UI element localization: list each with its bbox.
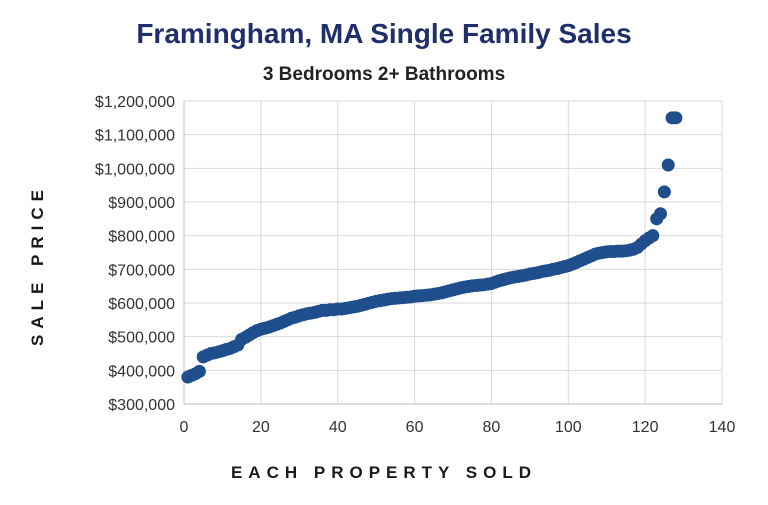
x-tick-label: 40 bbox=[329, 419, 347, 436]
x-tick-label: 0 bbox=[180, 419, 189, 436]
y-tick-label: $300,000 bbox=[108, 397, 175, 414]
y-tick-label: $900,000 bbox=[108, 195, 175, 212]
x-axis-label: EACH PROPERTY SOLD bbox=[230, 463, 538, 482]
y-tick-label: $500,000 bbox=[108, 330, 175, 347]
data-point bbox=[654, 207, 668, 221]
y-tick-labels: $300,000 $400,000 $500,000 $600,000 $700,000… bbox=[95, 94, 175, 414]
data-points bbox=[181, 111, 683, 384]
y-tick-label: $700,000 bbox=[108, 262, 175, 279]
y-tick-label: $400,000 bbox=[108, 363, 175, 380]
x-tick-labels: 0 20 40 60 80 100 120 140 bbox=[180, 419, 736, 436]
x-tick-label: 60 bbox=[406, 419, 424, 436]
chart-subtitle: 3 Bedrooms 2+ Bathrooms bbox=[262, 64, 506, 85]
y-tick-label: $1,200,000 bbox=[95, 94, 175, 111]
data-point bbox=[192, 364, 206, 378]
y-tick-label: $800,000 bbox=[108, 229, 175, 246]
x-tick-label: 20 bbox=[252, 419, 270, 436]
y-tick-label: $600,000 bbox=[108, 296, 175, 313]
data-point bbox=[661, 158, 675, 172]
chart-title: Framingham, MA Single Family Sales bbox=[136, 18, 632, 49]
x-tick-label: 120 bbox=[632, 419, 659, 436]
data-point bbox=[646, 229, 660, 243]
data-point bbox=[669, 111, 683, 125]
y-tick-label: $1,000,000 bbox=[95, 161, 175, 178]
data-point bbox=[657, 185, 671, 199]
x-tick-label: 140 bbox=[709, 419, 736, 436]
grid-lines bbox=[183, 100, 723, 405]
x-tick-label: 80 bbox=[483, 419, 501, 436]
y-tick-label: $1,100,000 bbox=[95, 128, 175, 145]
x-tick-label: 100 bbox=[555, 419, 582, 436]
